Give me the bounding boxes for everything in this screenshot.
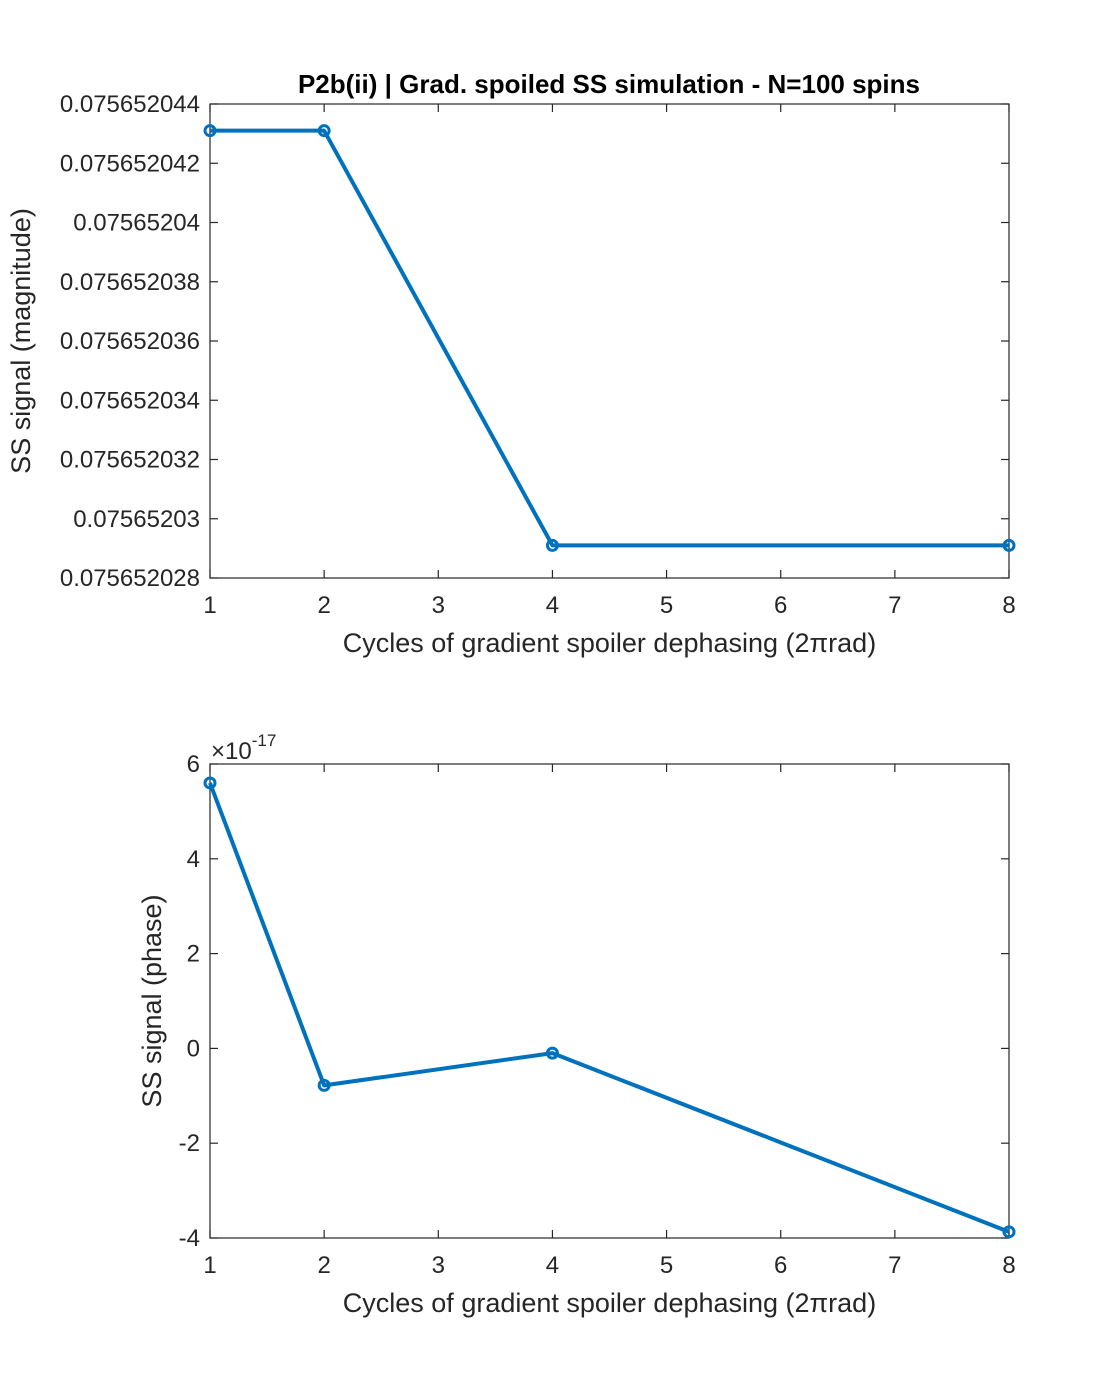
phase-x-tick-label: 1 bbox=[203, 1252, 216, 1279]
phase-x-tick-label: 5 bbox=[660, 1252, 673, 1279]
magnitude-y-tick-label: 0.075652036 bbox=[60, 328, 200, 355]
phase-data-point bbox=[203, 776, 217, 790]
magnitude-y-tick-label: 0.075652028 bbox=[60, 565, 200, 592]
phase-axes: 1 2 3 4 5 6 7 8 -4 -2 0 2 4 6 Cycles of gradient spoi… bbox=[137, 731, 1016, 1318]
magnitude-data-point bbox=[1002, 538, 1016, 552]
magnitude-x-tick-label: 7 bbox=[888, 592, 901, 619]
phase-data-point bbox=[1002, 1225, 1016, 1239]
phase-y-tick-label: 6 bbox=[187, 751, 200, 778]
magnitude-series bbox=[203, 124, 1016, 552]
magnitude-x-tick-label: 5 bbox=[660, 592, 673, 619]
phase-x-tick-label: 6 bbox=[774, 1252, 787, 1279]
magnitude-y-tick-label: 0.075652042 bbox=[60, 150, 200, 177]
phase-x-tick-label: 3 bbox=[432, 1252, 445, 1279]
phase-y-exponent-label: ×10-17 bbox=[211, 731, 276, 765]
phase-x-tick-label: 8 bbox=[1002, 1252, 1015, 1279]
phase-y-tick-label: -2 bbox=[179, 1130, 200, 1157]
phase-y-exponent-base: ×10 bbox=[211, 738, 252, 765]
magnitude-y-tick-label: 0.075652034 bbox=[60, 387, 200, 414]
phase-y-tick-label: 0 bbox=[187, 1035, 200, 1062]
phase-y-axis-label: SS signal (phase) bbox=[137, 894, 167, 1107]
magnitude-y-tick-label: 0.07565203 bbox=[73, 506, 200, 533]
magnitude-series-line bbox=[210, 128, 1009, 548]
magnitude-data-point bbox=[545, 538, 559, 552]
magnitude-x-tick-label: 1 bbox=[203, 592, 216, 619]
magnitude-x-tick-label: 6 bbox=[774, 592, 787, 619]
phase-data-point bbox=[317, 1078, 331, 1092]
phase-x-tick-label: 4 bbox=[546, 1252, 559, 1279]
magnitude-data-point bbox=[203, 124, 217, 138]
figure-title: P2b(ii) | Grad. spoiled SS simulation - … bbox=[298, 69, 920, 99]
phase-ticks: 1 2 3 4 5 6 7 8 -4 -2 0 2 4 6 bbox=[179, 751, 1016, 1279]
magnitude-axes: 1 2 3 4 5 6 7 8 0.075652028 0.07565203 0.075652032… bbox=[6, 91, 1016, 658]
magnitude-x-tick-label: 4 bbox=[546, 592, 559, 619]
magnitude-x-tick-label: 3 bbox=[432, 592, 445, 619]
phase-series-line bbox=[208, 782, 1010, 1234]
phase-x-tick-label: 2 bbox=[317, 1252, 330, 1279]
magnitude-x-axis-label: Cycles of gradient spoiler dephasing (2π… bbox=[343, 628, 876, 658]
phase-x-tick-label: 7 bbox=[888, 1252, 901, 1279]
magnitude-ticks: 1 2 3 4 5 6 7 8 0.075652028 0.07565203 0.075652032… bbox=[60, 91, 1016, 619]
phase-y-tick-label: -4 bbox=[179, 1225, 200, 1252]
magnitude-y-tick-label: 0.075652044 bbox=[60, 91, 200, 118]
magnitude-y-tick-label: 0.075652038 bbox=[60, 269, 200, 296]
phase-y-exponent-power: -17 bbox=[252, 731, 277, 750]
magnitude-y-tick-label: 0.07565204 bbox=[73, 210, 200, 237]
phase-plot-box bbox=[209, 763, 1010, 1239]
magnitude-y-axis-label: SS signal (magnitude) bbox=[6, 208, 36, 474]
magnitude-x-tick-label: 8 bbox=[1002, 592, 1015, 619]
phase-y-tick-label: 4 bbox=[187, 846, 200, 873]
phase-y-tick-label: 2 bbox=[187, 941, 200, 968]
phase-series bbox=[203, 776, 1016, 1239]
magnitude-x-tick-label: 2 bbox=[317, 592, 330, 619]
phase-x-axis-label: Cycles of gradient spoiler dephasing (2π… bbox=[343, 1288, 876, 1318]
phase-data-point bbox=[545, 1046, 559, 1060]
magnitude-y-tick-label: 0.075652032 bbox=[60, 447, 200, 474]
magnitude-data-point bbox=[317, 124, 331, 138]
